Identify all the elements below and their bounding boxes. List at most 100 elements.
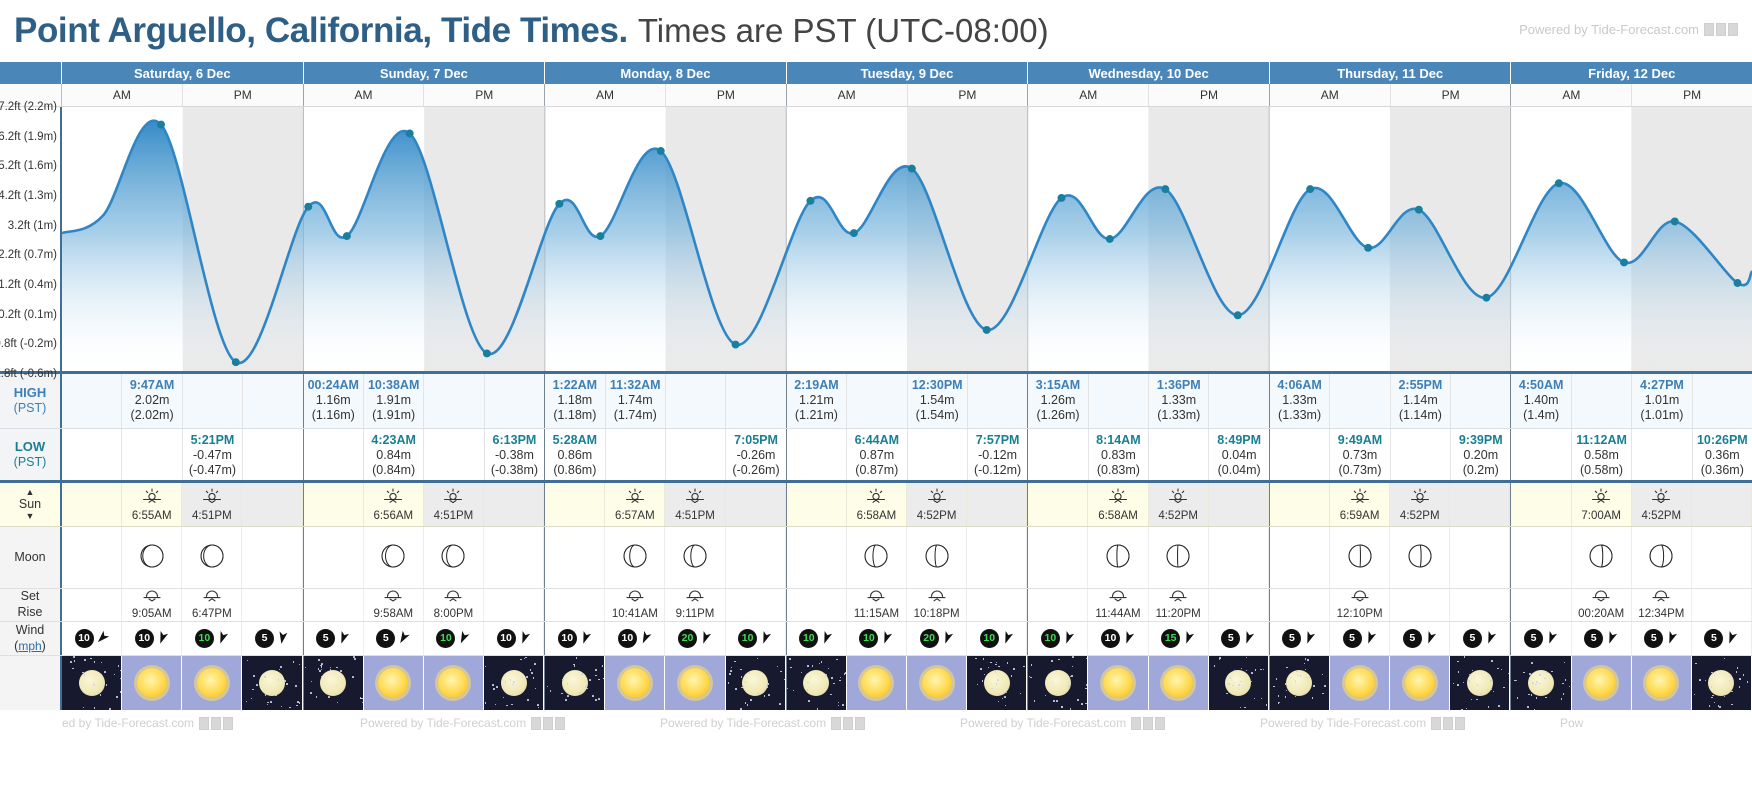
moon-phase-icon <box>622 543 648 575</box>
ampm-cell-3-pm: PM <box>908 84 1028 106</box>
footer-watermark-text: Powered by Tide-Forecast.com <box>960 716 1126 730</box>
tide-extreme-point-18[interactable]: 1:36PM 1.33m <box>1161 185 1169 193</box>
tide-extreme-point-9[interactable]: 5:28AM 0.86m <box>596 232 604 240</box>
tide-extreme-point-17[interactable]: 8:14AM 0.83m <box>1106 235 1114 243</box>
day-header-4: Wednesday, 10 Dec <box>1028 62 1270 84</box>
low-tide-time: 8:14AM <box>1096 433 1140 448</box>
tide-extreme-point-6[interactable]: 10:38AM 1.91m <box>406 129 414 137</box>
moon-setrise-cell-1-1: 9:58AM <box>364 589 424 621</box>
sun-cell-5-3 <box>1450 483 1510 526</box>
title-bar: Point Arguello, California, Tide Times. … <box>0 0 1752 62</box>
day-header-5: Thursday, 11 Dec <box>1270 62 1512 84</box>
tide-extreme-point-8[interactable]: 1:22AM 1.18m <box>555 200 563 208</box>
tide-extreme-point-23[interactable]: 9:39PM 0.20m <box>1482 294 1490 302</box>
tide-extreme-point-11[interactable]: 7:05PM -0.26m <box>732 341 740 349</box>
tide-extreme-point-5[interactable]: 4:23AM 0.84m <box>343 232 351 240</box>
wind-speed-badge: 10 <box>1041 629 1060 648</box>
low-tide-cell-5-2 <box>1391 429 1451 480</box>
moon-setrise-day-2: 10:41AM 9:11PM <box>545 589 787 621</box>
low-tide-height-alt: (0.58m) <box>1580 463 1623 478</box>
tide-extreme-point-24[interactable]: 4:50AM 1.40m <box>1555 179 1563 187</box>
weather-day-1 <box>304 656 546 710</box>
high-tide-cell-0-2 <box>183 374 243 428</box>
low-tide-height: 0.36m <box>1705 448 1740 463</box>
tide-extreme-point-26[interactable]: 4:27PM 1.01m <box>1671 217 1679 225</box>
tide-extreme-point-25[interactable]: 11:12AM 0.58m <box>1620 259 1628 267</box>
tide-extreme-point-7[interactable]: 6:13PM -0.38m <box>483 349 491 357</box>
y-axis-tick-7: 0.2ft (0.1m) <box>0 309 57 321</box>
moonrise-time: 11:20PM <box>1156 608 1201 621</box>
weather-clear-night-icon <box>304 656 363 710</box>
wind-speed-badge: 5 <box>255 629 274 648</box>
high-tide-height: 1.18m <box>557 393 592 408</box>
tide-extreme-point-15[interactable]: 7:57PM -0.12m <box>983 326 991 334</box>
moon-cell-0-3 <box>242 527 302 588</box>
tide-extreme-point-20[interactable]: 4:06AM 1.33m <box>1306 185 1314 193</box>
moon-phase-icon <box>682 543 708 575</box>
moon-setrise-cell-1-2: 8:00PM <box>424 589 484 621</box>
tide-extreme-point-14[interactable]: 12:30PM 1.54m <box>908 165 916 173</box>
wind-speed-badge: 20 <box>920 629 939 648</box>
wind-direction-arrow-icon <box>1001 630 1014 647</box>
low-tide-cell-6-0 <box>1511 429 1571 480</box>
tide-extreme-point-4[interactable]: 00:24AM 1.16m <box>304 203 312 211</box>
chart-plot-area: 9:47AM 2.02m 5:21PM -0.47m 00:24AM 1.16m 4:… <box>62 107 1752 371</box>
stars-decoration <box>1028 656 1087 710</box>
low-tide-day-0: 5:21PM -0.47m (-0.47m) <box>62 429 304 480</box>
tide-extreme-point-21[interactable]: 9:49AM 0.73m <box>1364 244 1372 252</box>
wind-cell-2-3: 10 <box>726 622 786 655</box>
tide-extreme-point-19[interactable]: 8:49PM 0.04m <box>1234 311 1242 319</box>
tide-extreme-point-22[interactable]: 2:55PM 1.14m <box>1415 206 1423 214</box>
tide-extreme-point-16[interactable]: 3:15AM 1.26m <box>1058 194 1066 202</box>
wind-direction-arrow-icon <box>1122 630 1135 647</box>
tide-extreme-point-10[interactable]: 11:32AM 1.74m <box>657 147 665 155</box>
weather-cell-2-2 <box>665 656 725 710</box>
ampm-cell-2-am: AM <box>545 84 666 106</box>
day-sun-glyph <box>922 668 952 698</box>
wind-direction-arrow-icon <box>337 630 350 647</box>
sunrise-icon <box>1107 487 1129 509</box>
moon-cell-6-1 <box>1572 527 1632 588</box>
moon-phase-icon <box>924 543 950 575</box>
moon-phase-icon <box>1588 543 1614 575</box>
weather-clear-night-icon <box>62 656 121 710</box>
low-tide-cell-0-3 <box>243 429 302 480</box>
day-sun-glyph <box>680 668 710 698</box>
tide-extreme-point-27[interactable]: 10:26PM 0.36m <box>1734 279 1742 287</box>
sunset-icon <box>684 487 706 509</box>
moon-setrise-day-4: 11:44AM 11:20PM <box>1028 589 1270 621</box>
moonset-time: 00:20AM <box>1578 608 1624 621</box>
tide-extreme-point-13[interactable]: 6:44AM 0.87m <box>850 229 858 237</box>
tide-extreme-point-12[interactable]: 2:19AM 1.21m <box>806 197 814 205</box>
day-sun-glyph <box>1405 668 1435 698</box>
sun-cell-3-2: 4:52PM <box>907 483 967 526</box>
y-axis-tick-1: 6.2ft (1.9m) <box>0 131 57 143</box>
moon-cell-3-1 <box>847 527 907 588</box>
high-tide-time: 2:19AM <box>794 378 838 393</box>
moon-phase-icon <box>863 543 889 575</box>
chart-y-axis: 7.2ft (2.2m) 6.2ft (1.9m) 5.2ft (1.6m) 4.2f… <box>0 107 62 371</box>
wind-unit-anchor[interactable]: mph <box>18 639 41 653</box>
moon-cell-4-1 <box>1088 527 1148 588</box>
weather-sunny-icon <box>1330 656 1389 710</box>
low-tide-cell-4-3: 8:49PM 0.04m (0.04m) <box>1209 429 1268 480</box>
page-title: Point Arguello, California, Tide Times. <box>14 11 628 51</box>
weather-cell-0-0 <box>62 656 122 710</box>
footer-watermark-2: Powered by Tide-Forecast.com <box>660 716 865 730</box>
wind-speed-badge: 15 <box>1161 629 1180 648</box>
high-tide-label: HIGH (PST) <box>0 374 62 428</box>
ampm-group-6: AM PM <box>1511 84 1752 106</box>
tide-extreme-point-3[interactable]: 5:21PM -0.47m <box>232 358 240 366</box>
sun-cell-2-3 <box>726 483 786 526</box>
low-tide-cell-0-2: 5:21PM -0.47m (-0.47m) <box>183 429 243 480</box>
wind-direction-arrow-icon <box>639 630 652 647</box>
tide-extreme-point-2[interactable]: 9:47AM 2.02m <box>157 121 165 129</box>
sun-cell-4-2: 4:52PM <box>1149 483 1209 526</box>
weather-sunny-icon <box>665 656 724 710</box>
moonset-icon <box>1591 589 1611 608</box>
wind-unit-link[interactable]: (mph) <box>14 639 46 655</box>
wind-speed-badge: 10 <box>1101 629 1120 648</box>
sunset-time: 4:52PM <box>1400 510 1440 524</box>
low-tide-cell-3-1: 6:44AM 0.87m (0.87m) <box>847 429 907 480</box>
wind-speed-badge: 10 <box>195 629 214 648</box>
